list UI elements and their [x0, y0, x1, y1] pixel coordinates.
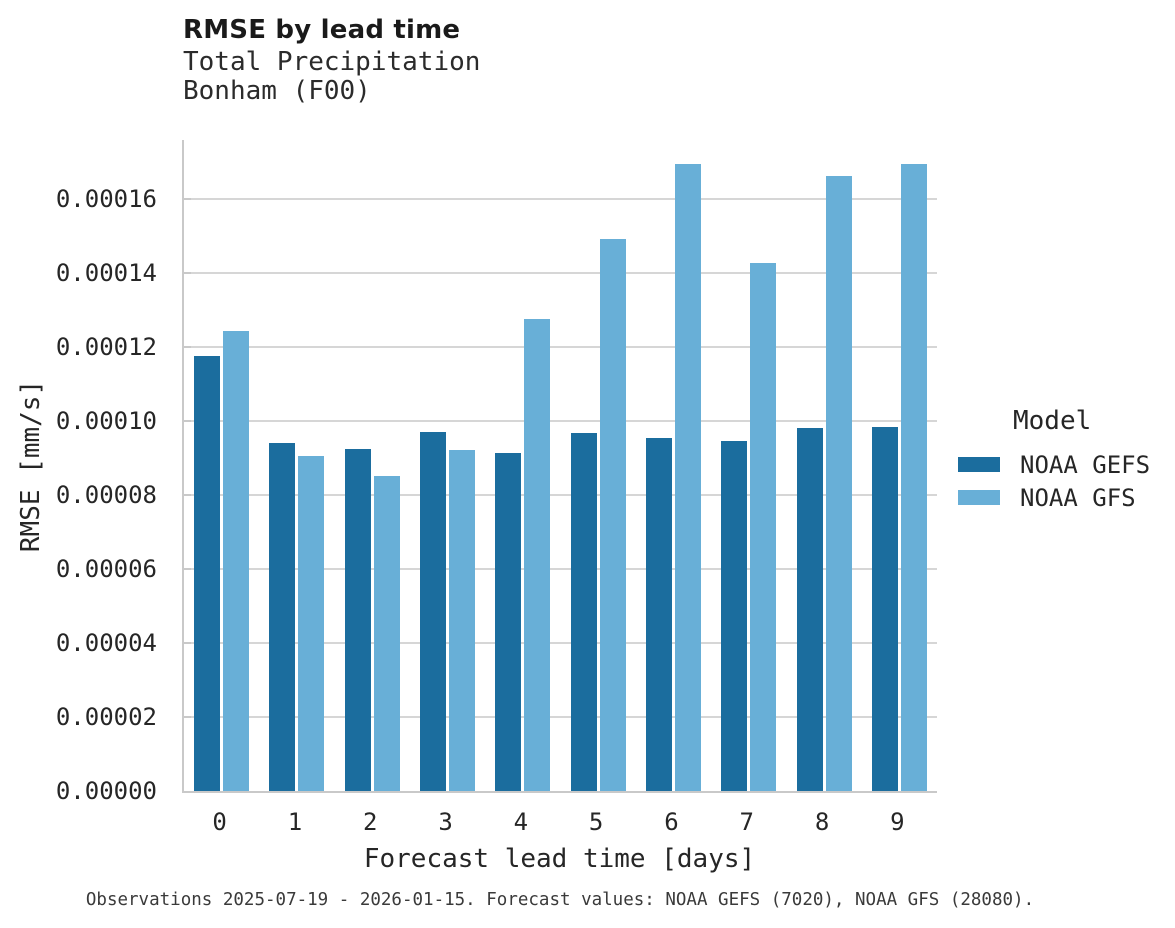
x-axis-title: Forecast lead time [days]	[363, 844, 756, 874]
x-tick-label: 6	[664, 808, 679, 836]
x-tick-label: 4	[513, 808, 529, 836]
gridline	[184, 715, 937, 718]
x-tick-label: 5	[588, 808, 604, 836]
legend-entries: NOAA GEFS NOAA GFS	[958, 448, 1150, 514]
legend-title: Model	[1013, 406, 1092, 436]
gridline	[184, 419, 937, 422]
chart-subtitle-variable: Total Precipitation	[183, 47, 481, 77]
bar-noaa-gefs-lead-8	[796, 428, 823, 791]
legend-entry-noaa-gefs: NOAA GEFS	[958, 448, 1150, 481]
y-tick-label: 0.00014	[55, 258, 157, 287]
bar-noaa-gfs-lead-9	[900, 164, 927, 791]
y-tick-label: 0.00016	[55, 184, 157, 213]
x-tick-label: 8	[814, 808, 830, 836]
legend-swatch-noaa-gefs	[958, 457, 1000, 472]
bar-noaa-gfs-lead-0	[223, 330, 250, 791]
bar-noaa-gfs-lead-6	[674, 164, 701, 791]
y-tick-label: 0.00002	[55, 702, 157, 731]
legend-entry-noaa-gfs: NOAA GFS	[958, 481, 1150, 514]
legend-swatch-noaa-gfs	[958, 490, 1000, 505]
gridline	[184, 345, 937, 348]
chart-title: RMSE by lead time	[183, 15, 461, 45]
gridline	[184, 197, 937, 200]
gridline	[184, 567, 937, 570]
gridline	[184, 271, 937, 274]
y-tick-mark	[184, 715, 191, 718]
y-tick-mark	[184, 197, 191, 200]
caption: Observations 2025-07-19 - 2026-01-15. Fo…	[85, 890, 1035, 910]
bar-noaa-gfs-lead-3	[449, 450, 476, 791]
y-tick-mark	[184, 493, 191, 496]
bar-noaa-gefs-lead-0	[194, 355, 221, 791]
x-axis-tick-labels: 0 1 2 3 4 5 6 7 8 9	[182, 808, 937, 838]
y-tick-mark	[184, 567, 191, 570]
gridline	[184, 641, 937, 644]
bar-noaa-gfs-lead-5	[599, 238, 626, 791]
x-tick-label: 2	[363, 808, 378, 836]
bar-noaa-gefs-lead-2	[344, 449, 371, 791]
bar-noaa-gefs-lead-3	[420, 432, 447, 791]
x-tick-label: 7	[739, 808, 754, 836]
bar-noaa-gfs-lead-2	[373, 475, 400, 791]
legend-label-noaa-gfs: NOAA GFS	[1020, 483, 1136, 512]
y-tick-label: 0.00004	[55, 628, 157, 657]
bar-noaa-gefs-lead-1	[269, 442, 296, 791]
bar-noaa-gefs-lead-7	[721, 440, 748, 791]
chart-header: RMSE by lead time Total Precipitation Bo…	[183, 12, 480, 106]
bar-noaa-gefs-lead-6	[645, 438, 672, 791]
y-tick-mark	[184, 271, 191, 274]
bar-noaa-gfs-lead-4	[524, 318, 551, 791]
y-tick-mark	[184, 419, 191, 422]
bar-noaa-gefs-lead-9	[871, 426, 898, 791]
bar-noaa-gefs-lead-4	[495, 452, 522, 791]
bar-noaa-gfs-lead-8	[825, 175, 852, 791]
legend: Model NOAA GEFS NOAA GFS	[958, 406, 1150, 514]
x-tick-label: 1	[287, 808, 303, 836]
bar-noaa-gfs-lead-7	[750, 262, 777, 791]
y-tick-label: 0.00012	[55, 332, 157, 361]
chart-subtitle-location: Bonham (F00)	[183, 76, 371, 106]
x-tick-label: 3	[438, 808, 453, 836]
y-axis-tick-labels: 0.00000 0.00002 0.00004 0.00006 0.00008 0.000…	[0, 140, 157, 805]
gridline	[184, 493, 937, 496]
bar-noaa-gefs-lead-5	[570, 433, 597, 791]
y-tick-mark	[184, 641, 191, 644]
x-tick-label: 0	[212, 808, 227, 836]
y-tick-label: 0.00006	[55, 554, 157, 583]
y-tick-mark	[184, 345, 191, 348]
y-tick-label: 0.00008	[55, 480, 157, 509]
y-tick-label: 0.00010	[55, 406, 157, 435]
legend-label-noaa-gefs: NOAA GEFS	[1020, 450, 1151, 479]
plot-area	[182, 140, 937, 793]
x-tick-label: 9	[890, 808, 905, 836]
y-tick-label: 0.00000	[55, 777, 157, 805]
bar-noaa-gfs-lead-1	[298, 455, 325, 791]
